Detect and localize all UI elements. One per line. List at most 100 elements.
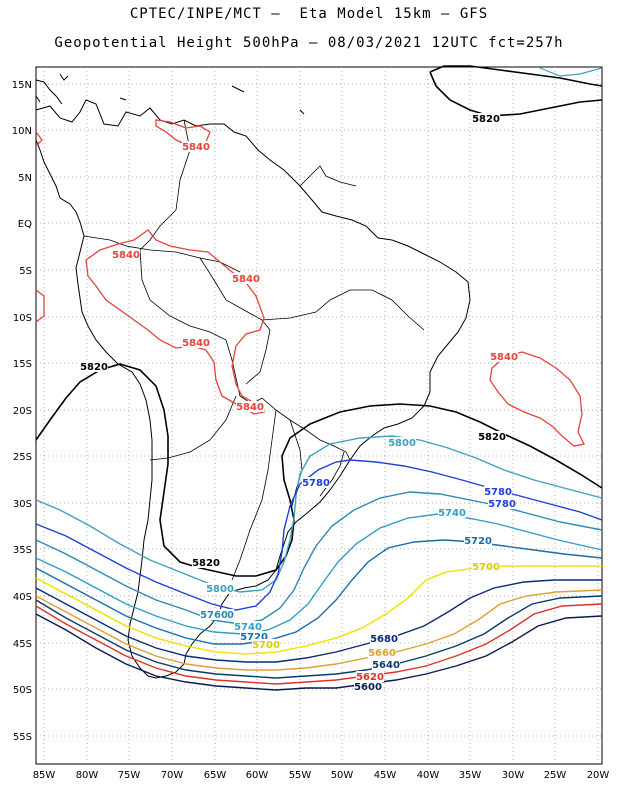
contour-5800 [35, 435, 603, 593]
map-frame [35, 66, 603, 765]
central-america-coastline [35, 73, 305, 115]
contour-label: 5780 [302, 478, 330, 489]
contour-label: 5740 [438, 508, 466, 519]
contour-label: 5840 [182, 142, 210, 153]
contour-label-background [472, 561, 500, 572]
map-title-line1: CPTEC/INPE/MCT – Eta Model 15km – GFS [129, 6, 489, 22]
contour-label-background [478, 431, 506, 442]
contour-label: 5840 [490, 352, 518, 363]
latitude-label: 10S [13, 313, 32, 324]
longitude-label: 65W [204, 770, 227, 781]
contour-label: 5760 [200, 610, 228, 621]
latitude-label: EQ [18, 219, 32, 230]
contour-label: 5840 [112, 250, 140, 261]
longitude-label: 50W [331, 770, 354, 781]
latitude-label: 15N [12, 80, 32, 91]
contour-label-background [200, 609, 228, 620]
latitude-label: 55S [13, 732, 32, 743]
latitude-label: 45S [13, 639, 32, 650]
latitude-label: 5S [19, 266, 32, 277]
contour-label-background [464, 535, 492, 546]
contour-label: 5720 [464, 536, 492, 547]
contour-label-background [388, 437, 416, 448]
contour-label-background [206, 583, 234, 594]
contour-label-background [368, 647, 396, 658]
contour-label: 5620 [356, 672, 384, 683]
contour-label: 5740 [234, 622, 262, 633]
contour-label: 5700 [472, 562, 500, 573]
contour-label: 5840 [182, 338, 210, 349]
contour-label: 5800 [206, 584, 234, 595]
latitude-label: 30S [13, 499, 32, 510]
contour-5760 [35, 491, 603, 625]
contour-label: 5800 [388, 438, 416, 449]
latitude-label: 40S [13, 592, 32, 603]
longitude-label: 35W [459, 770, 482, 781]
contour-label: 5660 [368, 648, 396, 659]
longitude-label: 40W [417, 770, 440, 781]
contour-5620 [35, 603, 603, 685]
contour-5720 [35, 539, 603, 645]
contour-label-background [302, 477, 330, 488]
contour-label: 5820 [472, 114, 500, 125]
contour-5740 [35, 513, 603, 635]
contour-label: 5840 [232, 274, 260, 285]
contour-label: 5680 [370, 634, 398, 645]
map-title-line2: Geopotential Height 500hPa – 08/03/2021 … [54, 35, 564, 51]
longitude-label: 75W [118, 770, 141, 781]
contour-label-background [80, 361, 108, 372]
contour-label-background [192, 557, 220, 568]
contour-fragment [539, 67, 603, 77]
contour-label-background [240, 631, 268, 642]
latitude-label: 10N [12, 126, 32, 137]
contour-label: 5700 [252, 640, 280, 651]
contour-label: 5840 [236, 402, 264, 413]
contour-5840 [35, 119, 585, 447]
contour-label-background [232, 273, 260, 284]
contour-label-background [236, 401, 264, 412]
contour-label: 5640 [372, 660, 400, 671]
contour-label: 5820 [478, 432, 506, 443]
contour-label: 5720 [240, 632, 268, 643]
contour-label: 5780 [484, 487, 512, 498]
longitude-label: 45W [374, 770, 397, 781]
contour-5640 [35, 595, 603, 679]
contour-label-background [252, 639, 280, 650]
contour-5780 [35, 459, 603, 611]
contour-5820 [35, 65, 603, 577]
contour-label-background [354, 681, 382, 692]
longitude-label: 85W [33, 770, 56, 781]
contour-labels: 5840 5840 5840 5840 5840 5840 5820 5820 5820 5820… [80, 113, 518, 693]
contour-label-background [234, 621, 262, 632]
contour-label-background [472, 113, 500, 124]
contour-label-background [438, 507, 466, 518]
contour-label-background [490, 351, 518, 362]
country-borders [83, 119, 425, 581]
latitude-label: 15S [13, 359, 32, 370]
latitude-label: 25S [13, 452, 32, 463]
contour-label-background [484, 486, 512, 497]
contour-label: 5820 [192, 558, 220, 569]
longitude-label: 70W [161, 770, 184, 781]
longitude-label: 20W [587, 770, 610, 781]
contour-label-background [182, 141, 210, 152]
graticule [36, 67, 602, 764]
contour-label-background [370, 633, 398, 644]
latitude-label: 35S [13, 545, 32, 556]
contour-label: 5780 [488, 499, 516, 510]
longitude-label: 30W [502, 770, 525, 781]
contour-5600 [35, 613, 603, 691]
longitude-label: 55W [289, 770, 312, 781]
longitude-label: 25W [544, 770, 567, 781]
contour-5680 [35, 579, 602, 663]
south-america-coastline [35, 99, 471, 679]
contour-5660 [35, 589, 603, 671]
longitude-label: 80W [76, 770, 99, 781]
contour-label-background [372, 659, 400, 670]
contour-label-background [182, 337, 210, 348]
contour-label-background [356, 671, 384, 682]
longitude-label: 60W [246, 770, 269, 781]
latitude-label: 5N [18, 173, 32, 184]
contour-label-background [112, 249, 140, 260]
